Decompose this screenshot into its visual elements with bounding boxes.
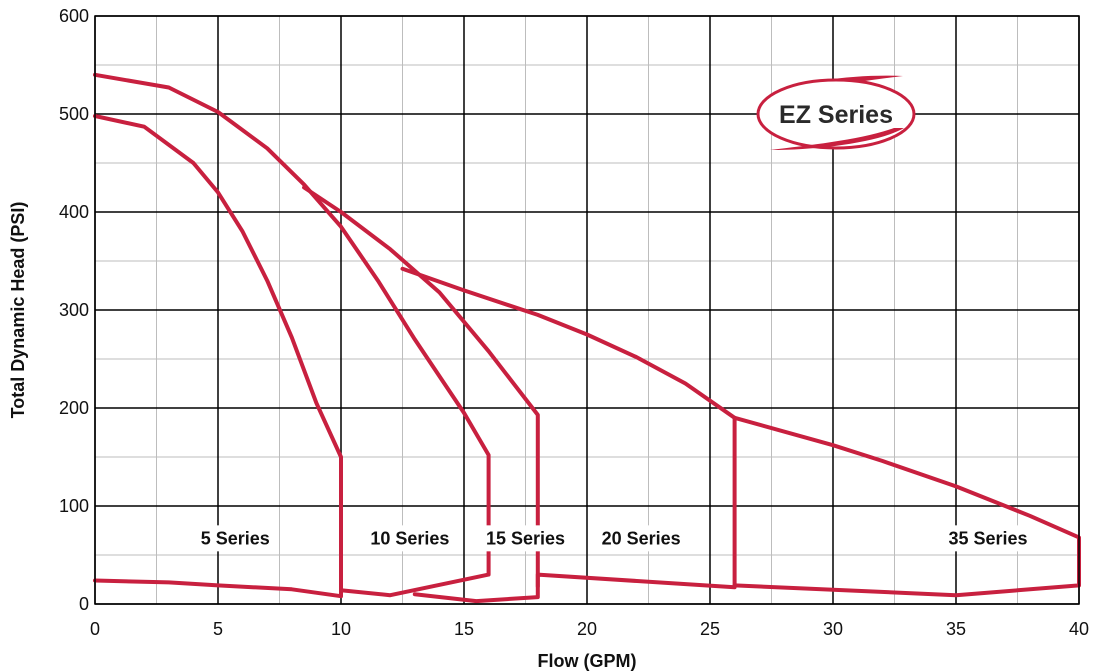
badge-text: EZ Series <box>779 101 893 129</box>
x-tick-label: 10 <box>331 619 351 639</box>
curve-5-series <box>93 114 343 599</box>
y-tick-label: 0 <box>79 594 89 614</box>
series-label: 5 Series <box>201 528 270 548</box>
series-label: 35 Series <box>948 528 1027 548</box>
badge-swoosh-bottom <box>770 128 904 150</box>
curve-20-series <box>400 266 737 590</box>
pump-curves <box>93 72 1081 604</box>
y-axis-title: Total Dynamic Head (PSI) <box>8 202 28 419</box>
x-tick-label: 25 <box>700 619 720 639</box>
y-tick-label: 100 <box>59 496 89 516</box>
y-tick-label: 500 <box>59 104 89 124</box>
plot-frame <box>94 15 1080 605</box>
series-labels: 5 Series 10 Series 15 Series 20 Series 35 Se… <box>194 525 1034 552</box>
y-tick-label: 200 <box>59 398 89 418</box>
series-label-background <box>194 525 276 552</box>
y-tick-label: 600 <box>59 6 89 26</box>
series-label: 20 Series <box>602 528 681 548</box>
series-label-background <box>479 525 572 552</box>
x-tick-label: 20 <box>577 619 597 639</box>
x-tick-label: 40 <box>1069 619 1089 639</box>
series-label-background <box>942 525 1034 552</box>
y-tick-labels: 0 100 200 300 400 500 600 <box>59 6 89 614</box>
x-tick-label: 30 <box>823 619 843 639</box>
y-tick-label: 400 <box>59 202 89 222</box>
x-tick-labels: 0 5 10 15 20 25 30 35 40 <box>90 619 1089 639</box>
badge-ellipse <box>756 78 916 150</box>
x-tick-label: 0 <box>90 619 100 639</box>
ez-series-badge: EZ Series <box>756 75 916 150</box>
series-label: 10 Series <box>370 528 449 548</box>
series-label-background <box>595 525 687 552</box>
x-axis-title: Flow (GPM) <box>538 651 637 671</box>
curve-10-series <box>93 72 491 598</box>
x-tick-label: 5 <box>213 619 223 639</box>
x-tick-label: 15 <box>454 619 474 639</box>
curve-35-series <box>732 415 1081 598</box>
y-tick-label: 300 <box>59 300 89 320</box>
series-label-background <box>364 525 456 552</box>
series-label: 15 Series <box>486 528 565 548</box>
x-tick-label: 35 <box>946 619 966 639</box>
curve-15-series <box>302 185 540 604</box>
